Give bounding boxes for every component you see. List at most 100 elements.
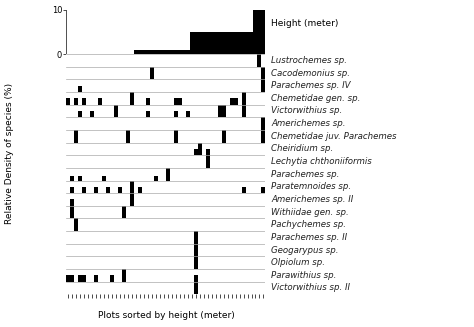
Bar	[222, 130, 226, 143]
Bar	[237, 32, 242, 54]
Bar	[262, 117, 265, 130]
Bar	[242, 105, 246, 117]
Bar	[178, 98, 182, 105]
Bar	[98, 98, 102, 105]
Bar	[186, 50, 190, 54]
Text: Parawithius sp.: Parawithius sp.	[272, 271, 337, 280]
Bar	[257, 54, 262, 67]
Bar	[166, 168, 170, 181]
Text: Victorwithius sp.: Victorwithius sp.	[272, 107, 343, 115]
Bar	[138, 50, 142, 54]
Bar	[66, 98, 70, 105]
Bar	[70, 199, 74, 206]
Text: Withiidae gen. sp.: Withiidae gen. sp.	[272, 208, 349, 216]
Text: Plots sorted by height (meter): Plots sorted by height (meter)	[98, 311, 234, 320]
Bar	[154, 50, 158, 54]
Bar	[70, 176, 74, 181]
Bar	[74, 98, 78, 105]
Text: Lechytia chthoniiformis: Lechytia chthoniiformis	[272, 157, 372, 166]
Bar	[70, 187, 74, 193]
Bar	[82, 98, 86, 105]
Bar	[114, 105, 118, 117]
Text: Chemetidae gen. sp.: Chemetidae gen. sp.	[272, 94, 361, 103]
Bar	[78, 111, 82, 117]
Text: Paratemnoides sp.: Paratemnoides sp.	[272, 182, 352, 191]
Bar	[130, 92, 134, 105]
Bar	[262, 10, 265, 54]
Text: Parachemes sp. IV: Parachemes sp. IV	[272, 81, 351, 90]
Bar	[194, 282, 198, 294]
Bar	[198, 32, 202, 54]
Bar	[246, 32, 249, 54]
Text: Lustrochemes sp.: Lustrochemes sp.	[272, 56, 347, 65]
Bar	[102, 176, 106, 181]
Bar	[262, 187, 265, 193]
Text: Victorwithius sp. II: Victorwithius sp. II	[272, 284, 350, 292]
Bar	[262, 79, 265, 92]
Bar	[174, 130, 178, 143]
Bar	[214, 32, 218, 54]
Bar	[138, 187, 142, 193]
Bar	[150, 67, 154, 79]
Bar	[122, 206, 126, 218]
Bar	[249, 32, 254, 54]
Bar	[70, 275, 74, 282]
Bar	[74, 130, 78, 143]
Bar	[118, 187, 122, 193]
Bar	[194, 256, 198, 269]
Bar	[166, 50, 170, 54]
Bar	[202, 32, 206, 54]
Bar	[198, 143, 202, 155]
Bar	[242, 92, 246, 105]
Bar	[186, 111, 190, 117]
Text: Cheiridium sp.: Cheiridium sp.	[272, 145, 334, 153]
Bar	[206, 32, 210, 54]
Text: Height (meter): Height (meter)	[272, 19, 339, 27]
Bar	[194, 149, 198, 155]
Bar	[82, 275, 86, 282]
Bar	[218, 105, 222, 117]
Bar	[218, 32, 222, 54]
Bar	[222, 32, 226, 54]
Bar	[106, 187, 110, 193]
Bar	[174, 50, 178, 54]
Text: Relative Density of species (%): Relative Density of species (%)	[5, 83, 14, 224]
Text: Parachemes sp.: Parachemes sp.	[272, 170, 340, 179]
Bar	[94, 187, 98, 193]
Text: Americhemes sp. II: Americhemes sp. II	[272, 195, 354, 204]
Bar	[170, 50, 174, 54]
Bar	[206, 149, 210, 155]
Bar	[146, 50, 150, 54]
Bar	[142, 50, 146, 54]
Bar	[78, 176, 82, 181]
Text: Geogarypus sp.: Geogarypus sp.	[272, 246, 339, 254]
Text: Americhemes sp.: Americhemes sp.	[272, 119, 346, 128]
Bar	[254, 10, 257, 54]
Bar	[194, 231, 198, 244]
Bar	[150, 50, 154, 54]
Bar	[74, 218, 78, 231]
Bar	[158, 50, 162, 54]
Bar	[194, 275, 198, 282]
Bar	[234, 98, 237, 105]
Bar	[110, 275, 114, 282]
Bar	[206, 155, 210, 168]
Bar	[134, 50, 138, 54]
Text: Olpiolum sp.: Olpiolum sp.	[272, 258, 326, 267]
Bar	[257, 10, 262, 54]
Bar	[242, 32, 246, 54]
Bar	[194, 244, 198, 256]
Bar	[90, 111, 94, 117]
Text: Chemetidae juv. Parachemes: Chemetidae juv. Parachemes	[272, 132, 397, 141]
Bar	[222, 105, 226, 117]
Bar	[262, 130, 265, 143]
Bar	[154, 176, 158, 181]
Bar	[146, 111, 150, 117]
Bar	[229, 32, 234, 54]
Text: Cacodemonius sp.: Cacodemonius sp.	[272, 69, 350, 77]
Bar	[174, 111, 178, 117]
Text: Parachemes sp. II: Parachemes sp. II	[272, 233, 347, 242]
Bar	[130, 193, 134, 206]
Bar	[229, 98, 234, 105]
Bar	[82, 187, 86, 193]
